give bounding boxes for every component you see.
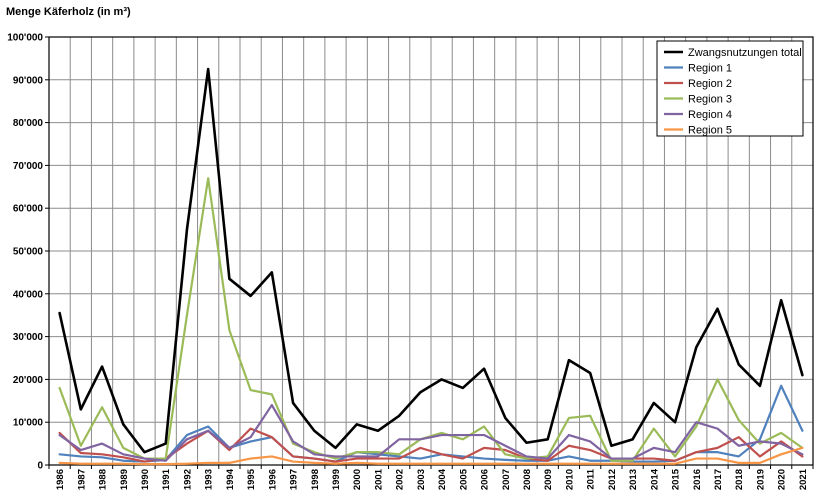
x-tick-label: 2007 bbox=[501, 469, 512, 490]
series-lines bbox=[58, 67, 804, 466]
x-tick-label: 2005 bbox=[458, 468, 469, 490]
y-tick-label: 30'000 bbox=[13, 332, 44, 343]
y-axis-ticks: 0 10'000 20'000 30'000 40'000 50'000 60'000 70'… bbox=[7, 33, 49, 472]
x-tick-label: 1997 bbox=[289, 469, 300, 490]
y-tick-label: 80'000 bbox=[13, 118, 44, 129]
x-tick-label: 2015 bbox=[671, 468, 682, 490]
x-tick-label: 2002 bbox=[395, 469, 406, 490]
x-tick-label: 1991 bbox=[161, 468, 172, 490]
x-tick-label: 2017 bbox=[713, 469, 724, 490]
legend-label: Region 3 bbox=[688, 94, 732, 106]
x-tick-label: 2000 bbox=[352, 469, 363, 490]
series-line-region-2 bbox=[58, 427, 804, 463]
y-tick-label: 0 bbox=[37, 461, 43, 472]
legend: Zwangsnutzungen total Region 1 Region 2 Reg… bbox=[656, 40, 804, 137]
legend-label: Zwangsnutzungen total bbox=[688, 47, 802, 59]
x-tick-label: 1995 bbox=[246, 468, 257, 490]
x-axis-ticks: 1986 1987 1988 1989 1990 1991 1992 1993 1994 1995… bbox=[48, 465, 814, 490]
x-tick-label: 2016 bbox=[692, 469, 703, 490]
x-tick-label: 2020 bbox=[777, 469, 788, 490]
series-line-total bbox=[58, 67, 804, 454]
x-tick-label: 1992 bbox=[182, 469, 193, 490]
legend-label: Region 5 bbox=[688, 125, 732, 137]
x-tick-label: 2001 bbox=[373, 468, 384, 490]
x-tick-label: 1986 bbox=[55, 469, 66, 490]
x-tick-label: 2009 bbox=[543, 469, 554, 490]
x-tick-label: 1987 bbox=[76, 469, 87, 490]
y-tick-label: 60'000 bbox=[13, 204, 44, 215]
x-tick-label: 2021 bbox=[798, 468, 809, 490]
x-tick-label: 1994 bbox=[225, 468, 236, 490]
series-line-region-4 bbox=[58, 403, 804, 462]
y-tick-label: 20'000 bbox=[13, 375, 44, 386]
y-tick-label: 10'000 bbox=[13, 418, 44, 429]
x-tick-label: 2010 bbox=[564, 469, 575, 490]
x-tick-label: 1993 bbox=[204, 469, 215, 490]
x-tick-label: 1996 bbox=[267, 469, 278, 490]
chart-title: Menge Käferholz (in m³) bbox=[6, 6, 131, 18]
legend-label: Region 1 bbox=[688, 63, 732, 75]
x-tick-label: 2013 bbox=[628, 469, 639, 490]
y-tick-label: 90'000 bbox=[13, 75, 44, 86]
x-tick-label: 1990 bbox=[140, 469, 151, 490]
x-tick-label: 2014 bbox=[649, 468, 660, 490]
x-tick-label: 1989 bbox=[119, 469, 130, 490]
series-line-region-5 bbox=[58, 446, 804, 466]
x-tick-label: 1998 bbox=[310, 469, 321, 490]
x-tick-label: 2006 bbox=[480, 469, 491, 490]
x-tick-label: 2011 bbox=[586, 468, 597, 489]
x-tick-label: 2003 bbox=[416, 469, 427, 490]
legend-box bbox=[656, 40, 804, 137]
x-tick-label: 2012 bbox=[607, 469, 618, 490]
y-tick-label: 50'000 bbox=[13, 247, 44, 258]
y-tick-label: 70'000 bbox=[13, 161, 44, 172]
y-tick-label: 40'000 bbox=[13, 289, 44, 300]
x-tick-label: 2004 bbox=[437, 468, 448, 490]
y-tick-label: 100'000 bbox=[7, 33, 43, 44]
legend-label: Region 4 bbox=[688, 109, 732, 121]
legend-label: Region 2 bbox=[688, 78, 732, 90]
x-tick-label: 2008 bbox=[522, 469, 533, 490]
x-tick-label: 1999 bbox=[331, 469, 342, 490]
x-tick-label: 1988 bbox=[98, 469, 109, 490]
x-tick-label: 2019 bbox=[755, 469, 766, 490]
x-tick-label: 2018 bbox=[734, 469, 745, 490]
